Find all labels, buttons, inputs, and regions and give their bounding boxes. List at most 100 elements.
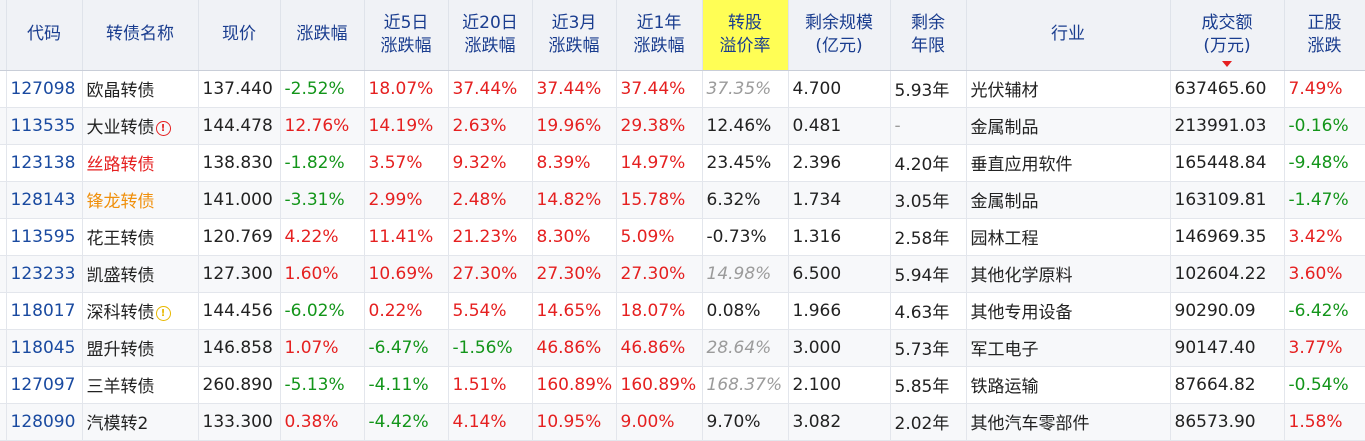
price-cell: 144.456	[198, 292, 281, 330]
row-spacer	[0, 366, 7, 404]
bond-name-text: 汽模转2	[86, 414, 149, 434]
bond-name-link[interactable]: 丝路转债	[82, 144, 199, 182]
header-stock-change[interactable]: 正股 涨跌	[1284, 0, 1365, 71]
bond-name-link[interactable]: 花王转债	[82, 218, 199, 256]
bond-name-link[interactable]: 欧晶转债	[82, 70, 199, 108]
table-row[interactable]: 123233 凯盛转债 127.300 1.60% 10.69% 27.30% 27.30%…	[0, 255, 1365, 293]
table-row[interactable]: 127097 三羊转债 260.890 -5.13% -4.11% 1.51% 160.89…	[0, 366, 1365, 404]
header-industry[interactable]: 行业	[966, 0, 1171, 71]
industry-cell: 其他汽车零部件	[966, 403, 1171, 441]
change-3m-cell: 160.89%	[532, 366, 617, 404]
row-spacer	[0, 218, 7, 256]
bond-name-text: 深科转债	[86, 303, 155, 323]
scale-cell: 2.396	[788, 144, 891, 182]
table-row[interactable]: 113535 大业转债! 144.478 12.76% 14.19% 2.63% 19.96…	[0, 107, 1365, 145]
row-spacer	[0, 181, 7, 219]
bond-name-link[interactable]: 深科转债!	[82, 292, 199, 330]
term-cell: 2.02年	[890, 403, 967, 441]
header-turnover[interactable]: 成交额 (万元)	[1170, 0, 1285, 71]
bond-code-link[interactable]: 123138	[6, 144, 83, 182]
bond-name-link[interactable]: 汽模转2	[82, 403, 199, 441]
price-cell: 127.300	[198, 255, 281, 293]
bond-name-link[interactable]: 锋龙转债	[82, 181, 199, 219]
turnover-cell: 102604.22	[1170, 255, 1285, 293]
table-row[interactable]: 128090 汽模转2 133.300 0.38% -4.42% 4.14% 10.95% 9…	[0, 403, 1365, 441]
bond-name-link[interactable]: 盟升转债	[82, 329, 199, 367]
header-5d-change[interactable]: 近5日 涨跌幅	[364, 0, 449, 71]
warning-icon[interactable]: !	[155, 121, 171, 136]
change-5d-cell: 0.22%	[364, 292, 449, 330]
warning-icon[interactable]: !	[155, 306, 171, 321]
bond-code-link[interactable]: 118045	[6, 329, 83, 367]
row-spacer	[0, 107, 7, 145]
header-1y-change[interactable]: 近1年 涨跌幅	[616, 0, 703, 71]
turnover-cell: 146969.35	[1170, 218, 1285, 256]
industry-cell: 垂直应用软件	[966, 144, 1171, 182]
bond-name-link[interactable]: 凯盛转债	[82, 255, 199, 293]
turnover-cell: 90147.40	[1170, 329, 1285, 367]
industry-cell: 其他专用设备	[966, 292, 1171, 330]
change-20d-cell: 37.44%	[448, 70, 533, 108]
change-1y-cell: 27.30%	[616, 255, 703, 293]
change-cell: -5.13%	[280, 366, 365, 404]
turnover-cell: 163109.81	[1170, 181, 1285, 219]
header-20d-change[interactable]: 近20日 涨跌幅	[448, 0, 533, 71]
price-cell: 144.478	[198, 107, 281, 145]
scale-cell: 3.082	[788, 403, 891, 441]
bond-code-link[interactable]: 128143	[6, 181, 83, 219]
bond-code-link[interactable]: 113595	[6, 218, 83, 256]
bond-code-link[interactable]: 118017	[6, 292, 83, 330]
change-3m-cell: 46.86%	[532, 329, 617, 367]
table-row[interactable]: 118045 盟升转债 146.858 1.07% -6.47% -1.56% 46.86%…	[0, 329, 1365, 367]
header-remaining-scale[interactable]: 剩余规模 (亿元)	[788, 0, 891, 71]
header-remaining-term[interactable]: 剩余 年限	[890, 0, 967, 71]
price-cell: 146.858	[198, 329, 281, 367]
table-row[interactable]: 128143 锋龙转债 141.000 -3.31% 2.99% 2.48% 14.82% 1…	[0, 181, 1365, 219]
term-cell: 5.94年	[890, 255, 967, 293]
row-spacer	[0, 292, 7, 330]
header-3m-change[interactable]: 近3月 涨跌幅	[532, 0, 617, 71]
bond-name-text: 花王转债	[86, 229, 155, 249]
header-spacer	[0, 0, 7, 71]
header-code[interactable]: 代码	[6, 0, 83, 71]
change-3m-cell: 27.30%	[532, 255, 617, 293]
change-1y-cell: 29.38%	[616, 107, 703, 145]
bond-name-link[interactable]: 大业转债!	[82, 107, 199, 145]
header-conversion-premium[interactable]: 转股 溢价率	[702, 0, 789, 71]
premium-cell: 6.32%	[702, 181, 789, 219]
change-20d-cell: 5.54%	[448, 292, 533, 330]
table-row[interactable]: 118017 深科转债! 144.456 -6.02% 0.22% 5.54% 14.65%…	[0, 292, 1365, 330]
bond-code-link[interactable]: 128090	[6, 403, 83, 441]
turnover-cell: 637465.60	[1170, 70, 1285, 108]
sort-desc-icon[interactable]	[1222, 60, 1232, 67]
table-row[interactable]: 113595 花王转债 120.769 4.22% 11.41% 21.23% 8.30% 5…	[0, 218, 1365, 256]
price-cell: 137.440	[198, 70, 281, 108]
premium-cell: 23.45%	[702, 144, 789, 182]
bond-name-link[interactable]: 三羊转债	[82, 366, 199, 404]
table-row[interactable]: 123138 丝路转债 138.830 -1.82% 3.57% 9.32% 8.39% 14…	[0, 144, 1365, 182]
change-3m-cell: 14.82%	[532, 181, 617, 219]
change-5d-cell: 3.57%	[364, 144, 449, 182]
change-1y-cell: 15.78%	[616, 181, 703, 219]
row-spacer	[0, 329, 7, 367]
bond-code-link[interactable]: 127097	[6, 366, 83, 404]
premium-cell: 37.35%	[702, 70, 789, 108]
turnover-cell: 165448.84	[1170, 144, 1285, 182]
header-price[interactable]: 现价	[198, 0, 281, 71]
change-20d-cell: 2.48%	[448, 181, 533, 219]
bond-code-link[interactable]: 123233	[6, 255, 83, 293]
premium-cell: 28.64%	[702, 329, 789, 367]
bond-code-link[interactable]: 127098	[6, 70, 83, 108]
scale-cell: 1.966	[788, 292, 891, 330]
industry-cell: 金属制品	[966, 107, 1171, 145]
industry-cell: 其他化学原料	[966, 255, 1171, 293]
stock-change-cell: -9.48%	[1284, 144, 1365, 182]
table-row[interactable]: 127098 欧晶转债 137.440 -2.52% 18.07% 37.44% 37.44…	[0, 70, 1365, 108]
industry-cell: 园林工程	[966, 218, 1171, 256]
industry-cell: 光伏辅材	[966, 70, 1171, 108]
scale-cell: 0.481	[788, 107, 891, 145]
stock-change-cell: 1.58%	[1284, 403, 1365, 441]
header-change[interactable]: 涨跌幅	[280, 0, 365, 71]
header-name[interactable]: 转债名称	[82, 0, 199, 71]
bond-code-link[interactable]: 113535	[6, 107, 83, 145]
